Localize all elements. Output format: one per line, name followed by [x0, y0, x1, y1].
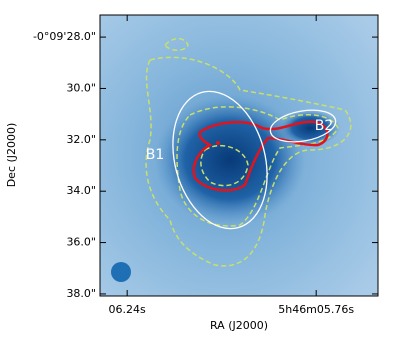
contours — [145, 37, 352, 267]
y-tick-label: 36.0" — [66, 236, 96, 249]
peak — [216, 141, 220, 145]
red-contour — [192, 120, 329, 192]
y-tick-label: 32.0" — [66, 133, 96, 146]
ellipse-b2 — [269, 109, 337, 143]
x-tick-label: 06.24s — [109, 303, 146, 316]
ellipse-b1 — [172, 90, 268, 230]
annotation: B1 — [146, 147, 165, 163]
y-tick-label: 30.0" — [66, 81, 96, 94]
y-tick-label: 38.0" — [66, 287, 96, 300]
x-axis-label: RA (J2000) — [210, 319, 268, 332]
y-axis-label: Dec (J2000) — [5, 123, 18, 188]
y-tick-label: 34.0" — [66, 184, 96, 197]
x-tick-label: 5h46m05.76s — [278, 303, 354, 316]
image — [100, 15, 378, 296]
annotation: B2 — [315, 118, 334, 134]
beam — [111, 262, 131, 282]
frame — [99, 14, 379, 297]
y-tick-label: -0°09'28.0" — [33, 30, 96, 43]
